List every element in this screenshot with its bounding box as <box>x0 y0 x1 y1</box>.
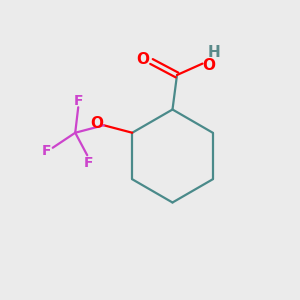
Text: F: F <box>84 156 94 170</box>
Text: O: O <box>202 58 216 73</box>
Text: O: O <box>91 116 103 131</box>
Text: O: O <box>136 52 150 67</box>
Text: H: H <box>208 45 220 60</box>
Text: F: F <box>74 94 83 108</box>
Text: F: F <box>41 144 51 158</box>
